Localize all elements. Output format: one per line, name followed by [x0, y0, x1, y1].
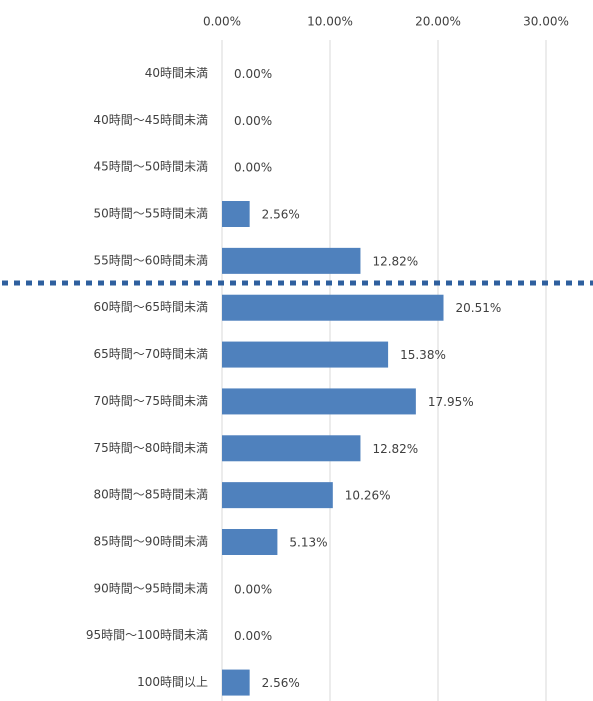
y-tick-label: 100時間以上	[137, 675, 208, 689]
value-label: 0.00%	[234, 629, 272, 643]
value-label: 12.82%	[372, 254, 418, 268]
y-tick-label: 45時間～50時間未満	[93, 160, 208, 174]
value-label: 0.00%	[234, 582, 272, 596]
x-tick-label: 30.00%	[523, 15, 569, 29]
bar	[222, 247, 361, 274]
x-tick-label: 10.00%	[307, 15, 353, 29]
bar	[222, 201, 250, 227]
bar	[222, 669, 250, 696]
value-label: 0.00%	[234, 67, 272, 81]
y-tick-label: 40時間～45時間未満	[93, 113, 208, 127]
value-label: 2.56%	[262, 676, 300, 690]
x-tick-label: 0.00%	[203, 15, 241, 29]
value-label: 10.26%	[345, 489, 391, 503]
y-tick-label: 55時間～60時間未満	[93, 253, 208, 267]
value-label: 20.51%	[456, 301, 502, 315]
y-tick-label: 80時間～85時間未満	[93, 488, 208, 502]
y-tick-label: 60時間～65時間未満	[93, 300, 208, 314]
bar	[222, 435, 361, 462]
bar	[222, 482, 333, 509]
value-label: 17.95%	[428, 395, 474, 409]
bar	[222, 388, 416, 415]
y-tick-label: 50時間～55時間未満	[93, 207, 208, 221]
y-tick-label: 95時間～100時間未満	[86, 628, 208, 642]
value-label: 12.82%	[372, 442, 418, 456]
y-tick-label: 70時間～75時間未満	[93, 394, 208, 408]
y-tick-label: 85時間～90時間未満	[93, 535, 208, 549]
bar	[222, 341, 389, 368]
value-label: 5.13%	[289, 536, 327, 550]
bar	[222, 294, 444, 321]
value-label: 15.38%	[400, 348, 446, 362]
y-tick-label: 90時間～95時間未満	[93, 581, 208, 595]
x-tick-label: 20.00%	[415, 15, 461, 29]
y-tick-label: 40時間未満	[145, 66, 208, 80]
value-label: 2.56%	[262, 208, 300, 222]
value-label: 0.00%	[234, 161, 272, 175]
y-tick-label: 75時間～80時間未満	[93, 441, 208, 455]
value-label: 0.00%	[234, 114, 272, 128]
y-tick-label: 65時間～70時間未満	[93, 347, 208, 361]
bar	[222, 529, 278, 555]
